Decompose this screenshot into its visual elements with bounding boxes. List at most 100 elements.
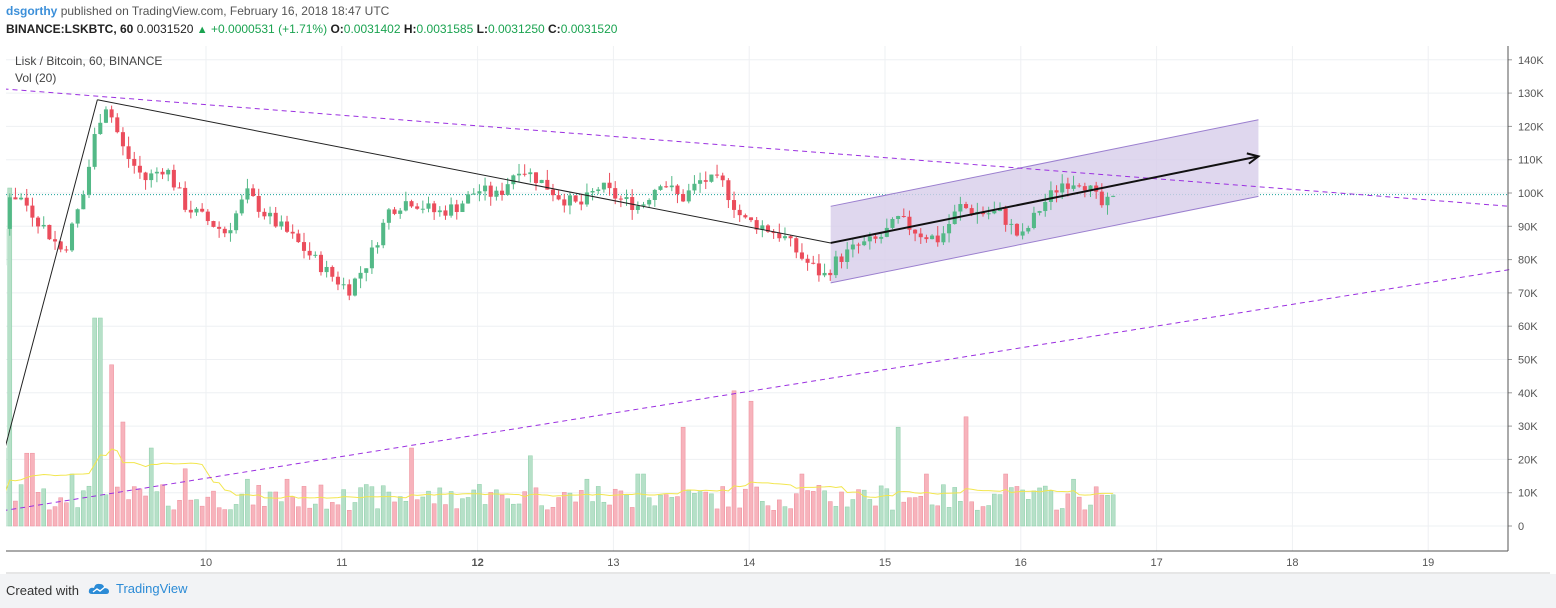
price-chart[interactable]: 140K 130K 120K 110K 100K 90K 80K 70K 60K 50K 40K 30… xyxy=(0,46,1550,574)
candle-body xyxy=(765,225,771,232)
candle-body xyxy=(488,185,493,197)
candle-body xyxy=(737,209,742,216)
volume-bar xyxy=(822,490,827,527)
volume-bar xyxy=(86,485,92,527)
volume-bar xyxy=(375,508,380,527)
volume-bar xyxy=(296,506,301,527)
candle-body xyxy=(375,245,380,248)
price-change: +0.0000531 (+1.71%) xyxy=(211,22,328,36)
candle-body xyxy=(647,199,652,205)
volume-bar xyxy=(720,486,725,527)
volume-bar xyxy=(81,490,86,527)
candle-body xyxy=(567,195,572,206)
candle-body xyxy=(963,204,969,209)
volume-bar xyxy=(986,505,991,527)
candle-body xyxy=(856,244,861,246)
candle-body xyxy=(1088,185,1093,191)
volume-bar xyxy=(47,509,52,527)
volume-bar xyxy=(1110,494,1116,527)
candle-body xyxy=(183,187,188,210)
candle-body xyxy=(782,236,787,239)
volume-bar xyxy=(409,447,414,527)
decline-line xyxy=(97,99,831,244)
volume-bar xyxy=(511,503,516,527)
author-link[interactable]: dsgorthy xyxy=(6,4,58,18)
candle-body xyxy=(675,185,680,195)
candle-body xyxy=(1082,186,1087,191)
volume-bar xyxy=(805,490,810,527)
candle-body xyxy=(913,229,918,234)
volume-bar xyxy=(222,509,228,527)
candle-body xyxy=(1031,212,1036,228)
y-tick-label: 50K xyxy=(1518,355,1538,367)
candle-body xyxy=(335,276,340,285)
volume-bar xyxy=(494,489,499,527)
volume-bar xyxy=(460,498,465,527)
candle-body xyxy=(907,216,912,230)
candle-body xyxy=(788,236,793,239)
volume-bar xyxy=(454,508,460,527)
created-with-label: Created with xyxy=(6,583,79,598)
candle-body xyxy=(177,187,182,189)
volume-bar xyxy=(550,507,556,527)
volume-bar xyxy=(856,489,861,527)
candle-body xyxy=(454,204,459,213)
candle-body xyxy=(341,284,346,286)
candle-body xyxy=(732,200,737,210)
volume-bar xyxy=(109,364,114,527)
brand-link[interactable]: TradingView xyxy=(88,581,188,596)
volume-bar xyxy=(618,490,624,527)
volume-bar xyxy=(199,505,205,527)
volume-bar xyxy=(18,484,24,527)
candle-body xyxy=(918,233,923,238)
candle-body xyxy=(194,208,199,213)
x-tick-label: 14 xyxy=(743,557,755,569)
volume-bar xyxy=(414,499,420,527)
candle-body xyxy=(896,216,901,219)
x-tick-label: 10 xyxy=(200,557,212,569)
candle-body xyxy=(443,210,448,216)
candle-body xyxy=(301,242,307,251)
y-tick-label: 120K xyxy=(1518,121,1544,133)
volume-bar xyxy=(992,493,997,527)
quote-line: BINANCE:LSKBTC, 60 0.0031520 ▲ +0.000053… xyxy=(6,21,617,38)
candle-body xyxy=(358,272,363,279)
candle-body xyxy=(618,198,623,200)
candle-body xyxy=(98,122,103,135)
volume-bar xyxy=(788,508,793,527)
candle-body xyxy=(352,278,357,296)
candle-body xyxy=(1060,183,1065,193)
volume-bar xyxy=(669,497,675,527)
candle-body xyxy=(64,249,69,251)
pair-title: Lisk / Bitcoin, 60, BINANCE xyxy=(15,54,162,68)
volume-bar xyxy=(386,491,392,527)
volume-bar xyxy=(556,497,561,527)
candle-body xyxy=(420,208,425,210)
candle-body xyxy=(652,189,657,200)
channel-upper xyxy=(830,119,1259,207)
chart-area[interactable]: 140K 130K 120K 110K 100K 90K 80K 70K 60K 50K 40K 30… xyxy=(0,46,1550,574)
volume-bar xyxy=(918,496,924,527)
volume-bar xyxy=(58,497,63,527)
volume-bar xyxy=(765,505,771,527)
volume-bar xyxy=(1025,499,1031,527)
volume-bar xyxy=(980,506,986,527)
volume-bar xyxy=(935,505,941,527)
candle-body xyxy=(550,189,555,196)
axes: 140K 130K 120K 110K 100K 90K 80K 70K 60K 50K 40K 30… xyxy=(6,46,1550,574)
candle-body xyxy=(601,182,606,190)
candle-body xyxy=(109,109,114,118)
candle-body xyxy=(1054,190,1059,193)
volume-bar xyxy=(420,496,426,527)
volume-bar xyxy=(160,484,165,527)
candle-body xyxy=(245,188,250,200)
volume-bar xyxy=(584,478,590,527)
candle-body xyxy=(539,179,544,184)
y-tick-label: 30K xyxy=(1518,421,1538,433)
trend-arrow-head xyxy=(1246,152,1261,165)
candle-body xyxy=(839,256,844,262)
volume-bar xyxy=(352,502,358,527)
volume-bar xyxy=(1076,496,1082,527)
candle-body xyxy=(805,258,810,263)
y-tick-label: 0 xyxy=(1518,521,1524,533)
